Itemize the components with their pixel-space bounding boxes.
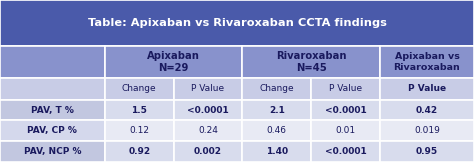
Text: 0.95: 0.95 <box>416 147 438 156</box>
Text: PAV, T %: PAV, T % <box>31 106 74 115</box>
Bar <box>311 78 380 100</box>
Bar <box>0 100 105 121</box>
Text: 0.46: 0.46 <box>267 126 287 135</box>
Bar <box>0 0 474 46</box>
Bar <box>242 78 311 100</box>
Text: 0.12: 0.12 <box>129 126 149 135</box>
Text: 2.1: 2.1 <box>269 106 285 115</box>
Bar <box>380 141 474 162</box>
Text: P Value: P Value <box>191 84 225 93</box>
Text: Apixaban vs
Rivaroxaban: Apixaban vs Rivaroxaban <box>393 52 460 72</box>
Bar <box>380 78 474 100</box>
Text: 0.42: 0.42 <box>416 106 438 115</box>
Bar <box>0 46 105 78</box>
Text: 0.24: 0.24 <box>198 126 218 135</box>
Text: 0.01: 0.01 <box>336 126 356 135</box>
Text: <0.0001: <0.0001 <box>187 106 229 115</box>
Bar <box>105 100 173 121</box>
Text: P Value: P Value <box>329 84 362 93</box>
Bar <box>311 121 380 141</box>
Text: 0.019: 0.019 <box>414 126 440 135</box>
Bar <box>0 121 105 141</box>
Text: PAV, CP %: PAV, CP % <box>27 126 77 135</box>
Bar <box>105 78 173 100</box>
Bar <box>242 100 311 121</box>
Text: 0.92: 0.92 <box>128 147 150 156</box>
Bar <box>105 141 173 162</box>
Text: Change: Change <box>122 84 156 93</box>
Bar <box>173 121 242 141</box>
Text: PAV, NCP %: PAV, NCP % <box>24 147 81 156</box>
Text: <0.0001: <0.0001 <box>325 106 366 115</box>
Bar <box>311 100 380 121</box>
Text: Rivaroxaban
N=45: Rivaroxaban N=45 <box>276 51 346 73</box>
Bar <box>380 100 474 121</box>
Bar <box>0 78 105 100</box>
Text: Change: Change <box>259 84 294 93</box>
Text: 0.002: 0.002 <box>194 147 222 156</box>
Bar <box>173 78 242 100</box>
Bar <box>105 46 242 78</box>
Bar <box>242 121 311 141</box>
Text: P Value: P Value <box>408 84 446 93</box>
Text: Apixaban
N=29: Apixaban N=29 <box>147 51 200 73</box>
Bar <box>0 141 105 162</box>
Bar <box>380 46 474 78</box>
Bar <box>105 121 173 141</box>
Text: Table: Apixaban vs Rivaroxaban CCTA findings: Table: Apixaban vs Rivaroxaban CCTA find… <box>88 18 386 28</box>
Bar <box>173 141 242 162</box>
Bar <box>242 46 380 78</box>
Bar <box>173 100 242 121</box>
Text: <0.0001: <0.0001 <box>325 147 366 156</box>
Text: 1.40: 1.40 <box>266 147 288 156</box>
Bar <box>311 141 380 162</box>
Text: 1.5: 1.5 <box>131 106 147 115</box>
Bar <box>242 141 311 162</box>
Bar <box>380 121 474 141</box>
